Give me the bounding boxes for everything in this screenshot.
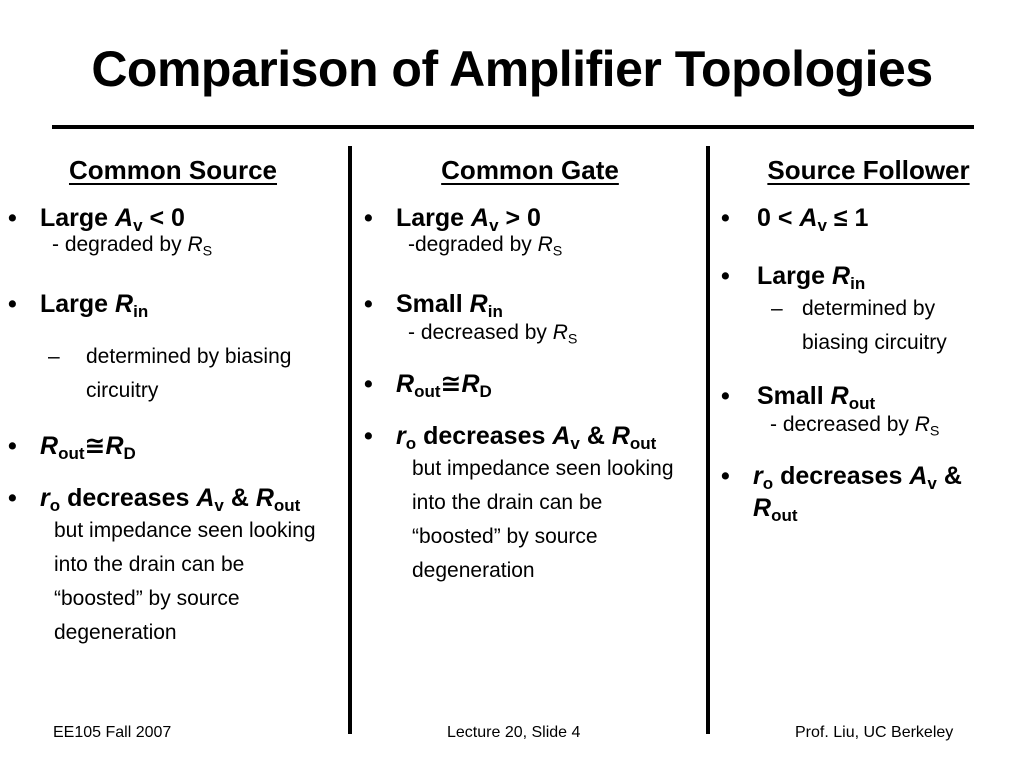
bullet-input-resistance: • Large Rin <box>721 262 866 294</box>
bullet-input-resistance: • Large Rin <box>8 290 149 322</box>
bullet-icon: • <box>8 432 17 460</box>
slide-title: Comparison of Amplifier Topologies <box>91 41 933 97</box>
bullet-input-resistance-detail: – determined by biasing circuitry <box>713 292 1002 360</box>
bullet-icon: • <box>721 262 730 290</box>
bullet-ro-effect: • ro decreases Av & Rout <box>364 422 657 454</box>
column-divider-2 <box>706 146 710 734</box>
bullet-gain-detail: - degraded by RS <box>52 233 213 260</box>
column-source-follower: Source Follower • 0 < Av ≤ 1 • Large Rin… <box>713 155 1024 524</box>
bullet-output-resistance: • Small Rout <box>721 382 876 414</box>
title-underline <box>52 125 974 129</box>
bullet-output-resistance: • Rout≅RD <box>8 432 136 464</box>
column-common-gate: Common Gate • Large Av > 0 -degraded by … <box>356 155 704 588</box>
bullet-icon: • <box>721 382 730 410</box>
footer-course: EE105 Fall 2007 <box>53 724 172 741</box>
column-heading: Common Source <box>68 155 278 185</box>
bullet-icon: • <box>364 204 373 232</box>
dash-icon: – <box>48 345 60 368</box>
bullet-gain: • Large Av < 0 <box>8 204 185 236</box>
column-heading: Common Gate <box>441 155 619 185</box>
bullet-icon: • <box>8 484 17 512</box>
bullet-icon: • <box>8 290 17 318</box>
bullet-output-resistance-detail: - decreased by RS <box>770 413 940 440</box>
bullet-icon: • <box>721 462 730 490</box>
bullet-input-resistance-detail: - decreased by RS <box>408 321 578 348</box>
footer-slide-number: Lecture 20, Slide 4 <box>447 724 581 741</box>
bullet-ro-effect: • ro decreases Av & Rout <box>8 484 301 516</box>
column-heading: Source Follower <box>767 155 970 185</box>
bullet-gain-detail: -degraded by RS <box>408 233 563 260</box>
footer-author: Prof. Liu, UC Berkeley <box>795 724 954 741</box>
bullet-icon: • <box>721 204 730 232</box>
dash-icon: – <box>771 297 783 320</box>
bullet-ro-effect: • ro decreases Av & Rout <box>721 462 962 526</box>
bullet-input-resistance: • Small Rin <box>364 290 503 322</box>
bullet-gain: • Large Av > 0 <box>364 204 541 236</box>
bullet-icon: • <box>364 290 373 318</box>
bullet-icon: • <box>364 370 373 398</box>
bullet-icon: • <box>364 422 373 450</box>
column-divider-1 <box>348 146 352 734</box>
bullet-gain: • 0 < Av ≤ 1 <box>721 204 869 236</box>
bullet-output-resistance: • Rout≅RD <box>364 370 492 402</box>
bullet-ro-note: but impedance seen looking into the drai… <box>54 519 316 644</box>
bullet-input-resistance-detail: – determined by biasing circuitry <box>0 340 346 408</box>
bullet-icon: • <box>8 204 17 232</box>
bullet-ro-note: but impedance seen looking into the drai… <box>412 457 674 582</box>
column-common-source: Common Source • Large Av < 0 - degraded … <box>0 155 346 650</box>
